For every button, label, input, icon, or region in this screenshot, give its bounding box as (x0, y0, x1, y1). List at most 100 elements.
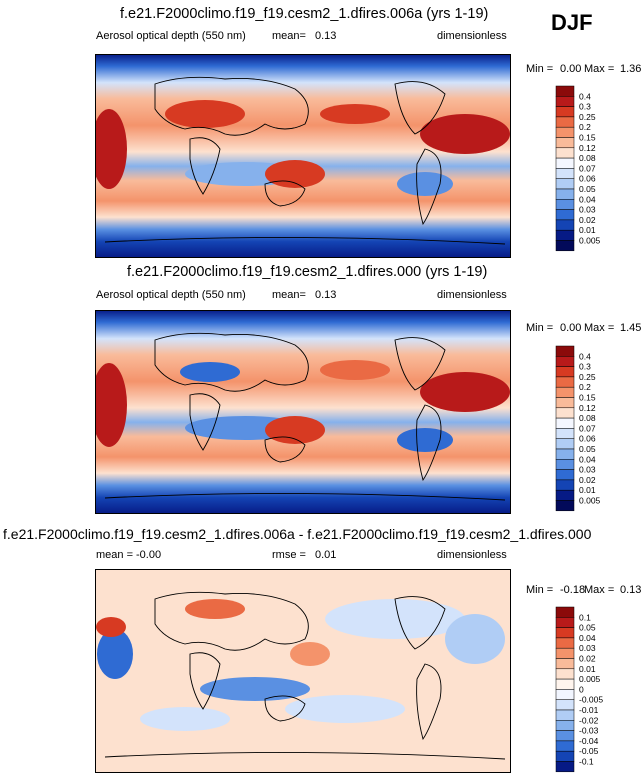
panel-1-frame (95, 54, 511, 258)
colorbar-swatch (555, 761, 575, 773)
panel-1-max-value: 1.36 (620, 63, 642, 75)
panel-1-coastlines (104, 76, 506, 245)
panel-2-mean-value: 0.13 (315, 289, 337, 301)
colorbar-tick-label: 0.03 (579, 643, 596, 653)
panel-1-title: f.e21.F2000climo.f19_f19.cesm2_1.dfires.… (120, 6, 489, 22)
panel-3-max-value: 0.13 (620, 584, 642, 596)
panel-2-max-value: 1.45 (620, 322, 642, 334)
panel-2-min-label: Min = (526, 322, 554, 334)
panel-1-field (95, 54, 511, 258)
panel-3-mean-label: mean = (96, 549, 133, 561)
panel-3-frame (95, 569, 511, 773)
panel-2-title: f.e21.F2000climo.f19_f19.cesm2_1.dfires.… (127, 264, 488, 280)
season-label: DJF (551, 10, 593, 35)
colorbar-tick-label: 0.01 (579, 664, 596, 674)
colorbar-swatch (555, 240, 575, 252)
colorbar-tick-label: 0.04 (579, 194, 596, 204)
colorbar-swatch (555, 199, 575, 210)
colorbar-swatch (555, 168, 575, 179)
colorbar-tick-label: 0.06 (579, 174, 596, 184)
panel-1-blobs (95, 100, 510, 196)
colorbar-swatch (555, 459, 575, 470)
colorbar-tick-label: 0.05 (579, 623, 596, 633)
colorbar-tick-label: 0.4 (579, 91, 591, 101)
panel-3-map (95, 569, 511, 773)
colorbar-tick-label: 0.25 (579, 112, 596, 122)
panel-2-mean-label: mean= (272, 289, 306, 301)
colorbar-swatch (555, 407, 575, 419)
colorbar-tick-label: 0.01 (579, 225, 596, 235)
colorbar-tick-label: 0.05 (579, 444, 596, 454)
colorbar-tick-label: 0.005 (579, 236, 601, 246)
colorbar-tick-label: -0.01 (579, 705, 599, 715)
colorbar-tick-label: -0.04 (579, 736, 599, 746)
panel-3-rmse-value: 0.01 (315, 549, 337, 561)
colorbar-tick-label: 0.07 (579, 163, 596, 173)
colorbar-swatch (555, 157, 575, 169)
colorbar-swatch (555, 658, 575, 670)
colorbar-swatch (555, 345, 575, 357)
colorbar-swatch (555, 126, 575, 138)
panel-3-field (95, 569, 511, 773)
colorbar-tick-label: -0.1 (579, 757, 594, 767)
colorbar-tick-label: 0.02 (579, 215, 596, 225)
colorbar-tick-label: 0.005 (579, 674, 601, 684)
colorbar-swatch (555, 479, 575, 491)
panel-3-title: f.e21.F2000climo.f19_f19.cesm2_1.dfires.… (3, 526, 592, 542)
colorbar-swatch (555, 627, 575, 639)
panel-1-min-label: Min = (526, 63, 554, 75)
colorbar-swatch (555, 209, 575, 221)
colorbar-swatch (555, 720, 575, 731)
panel-1-mean-label: mean= (272, 30, 306, 42)
colorbar-swatch (555, 448, 575, 460)
panel-1-max-label: Max = (584, 63, 615, 75)
panel-2-units: dimensionless (437, 289, 507, 301)
panel-2-colorbar: 0.40.30.250.20.150.120.080.070.060.050.0… (555, 345, 601, 512)
colorbar-tick-label: -0.005 (579, 695, 603, 705)
colorbar-swatch (555, 178, 575, 190)
panel-2-map (95, 310, 511, 514)
colorbar-swatch (555, 417, 575, 429)
panel-3-min-label: Min = (526, 584, 554, 596)
panel-3-colorbar: 0.10.050.040.030.020.010.0050-0.005-0.01… (555, 606, 603, 773)
colorbar-swatch (555, 428, 575, 439)
colorbar-tick-label: 0.3 (579, 362, 591, 372)
panel-1-mean-value: 0.13 (315, 30, 337, 42)
colorbar-tick-label: 0.03 (579, 205, 596, 215)
colorbar-swatch (555, 699, 575, 711)
colorbar-tick-label: -0.02 (579, 715, 599, 725)
panel-2-frame (95, 310, 511, 514)
colorbar-tick-label: 0.12 (579, 403, 596, 413)
colorbar-swatch (555, 750, 575, 762)
colorbar-tick-label: 0.4 (579, 351, 591, 361)
colorbar-swatch (555, 116, 575, 128)
colorbar-tick-label: 0.005 (579, 496, 601, 506)
colorbar-swatch (555, 356, 575, 367)
colorbar-tick-label: 0.3 (579, 102, 591, 112)
colorbar-swatch (555, 740, 575, 752)
colorbar-tick-label: 0 (579, 684, 584, 694)
colorbar-swatch (555, 137, 575, 149)
panel-2-blobs (95, 360, 510, 452)
panel-2-variable: Aerosol optical depth (550 nm) (96, 289, 246, 301)
colorbar-swatch (555, 730, 575, 742)
colorbar-tick-label: 0.2 (579, 122, 591, 132)
colorbar-swatch (555, 469, 575, 481)
colorbar-tick-label: 0.05 (579, 184, 596, 194)
colorbar-swatch (555, 489, 575, 501)
colorbar-swatch (555, 376, 575, 388)
panel-3-mean-value: -0.00 (136, 549, 162, 561)
colorbar-swatch (555, 617, 575, 628)
colorbar-swatch (555, 678, 575, 690)
colorbar-tick-label: 0.12 (579, 143, 596, 153)
panel-3-min-value: -0.18 (560, 584, 586, 596)
colorbar-tick-label: 0.07 (579, 423, 596, 433)
colorbar-swatch (555, 188, 575, 200)
colorbar-tick-label: 0.08 (579, 153, 596, 163)
colorbar-tick-label: 0.04 (579, 454, 596, 464)
panel-2-coastlines (104, 332, 506, 501)
colorbar-swatch (555, 637, 575, 649)
colorbar-tick-label: 0.03 (579, 465, 596, 475)
colorbar-tick-label: 0.1 (579, 612, 591, 622)
panel-3-blobs (96, 599, 505, 731)
